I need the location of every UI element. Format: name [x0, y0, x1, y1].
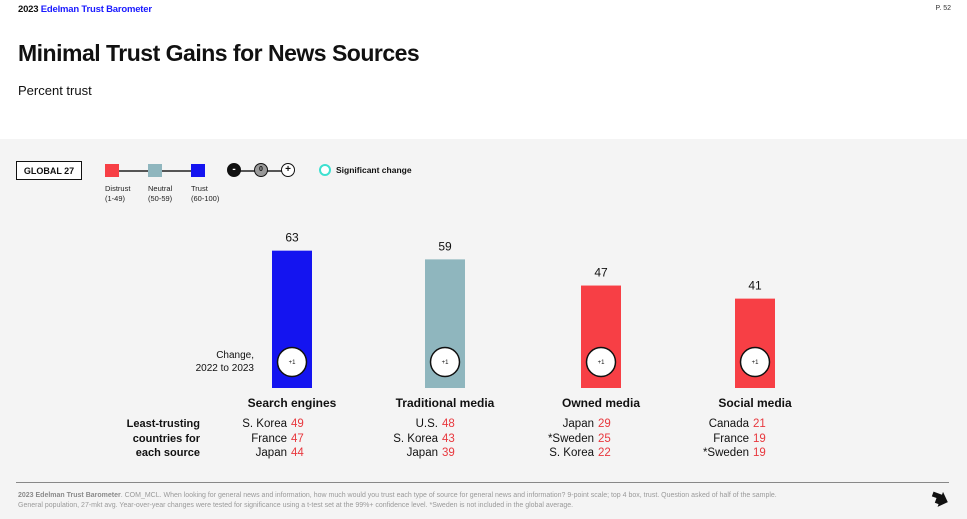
bar-value-label: 59	[438, 239, 452, 253]
change-note: Change, 2022 to 2023	[176, 349, 254, 375]
country-name: France	[251, 432, 287, 445]
country-value: 44	[291, 447, 304, 459]
bar-value-label: 63	[285, 231, 299, 245]
change-note-line1: Change,	[216, 350, 254, 361]
list-item: France 47	[221, 432, 361, 447]
brand-name: Edelman Trust Barometer	[40, 4, 152, 15]
arrow-down-right-icon[interactable]	[928, 489, 950, 511]
legend-swatch-trust	[191, 164, 205, 177]
legend-swatch-distrust	[105, 164, 119, 177]
list-item: Canada 21	[683, 417, 823, 432]
country-name: Japan	[562, 418, 594, 430]
footnote: 2023 Edelman Trust Barometer. COM_MCL. W…	[18, 491, 898, 511]
country-name: S. Korea	[393, 432, 438, 445]
legend-range: (60-100)	[191, 194, 220, 203]
list-item: France 19	[683, 432, 823, 447]
least-trusting-traditional-media: U.S. 48 S. Korea 43 Japan 39	[372, 417, 512, 461]
country-value: 48	[442, 418, 455, 430]
legend-item-distrust: Distrust (1-49)	[105, 184, 130, 204]
legend-label: Distrust	[105, 184, 131, 193]
least-trusting-line: each source	[135, 447, 200, 459]
change-circle	[429, 346, 461, 378]
footnote-line1: 2023 Edelman Trust Barometer. COM_MCL. W…	[18, 491, 898, 501]
list-item: U.S. 48	[372, 417, 512, 432]
country-value: 29	[598, 418, 611, 430]
country-name: *Sweden	[702, 447, 749, 459]
footnote-source: 2023 Edelman Trust Barometer	[18, 492, 121, 499]
footnote-line2: General population, 27-mkt avg. Year-ove…	[18, 502, 574, 509]
list-item: S. Korea 43	[372, 432, 512, 447]
global-label: GLOBAL 27	[16, 161, 82, 180]
legend-label: Neutral	[148, 184, 173, 193]
least-trusting-search-engines: S. Korea 49 France 47 Japan 44	[221, 417, 361, 461]
list-item: S. Korea 49	[221, 417, 361, 432]
country-name: France	[713, 432, 749, 445]
country-name: S. Korea	[242, 418, 287, 430]
chart-area-background	[0, 139, 967, 519]
category-label: Social media	[718, 396, 792, 410]
footer-divider	[16, 482, 949, 483]
category-label: Search engines	[248, 396, 337, 410]
least-trusting-social-media: Canada 21 France 19 *Sweden 19	[683, 417, 823, 461]
bar-value-label: 47	[594, 266, 608, 280]
footnote-text: . COM_MCL. When looking for general news…	[120, 492, 777, 499]
change-circle	[739, 346, 771, 378]
country-value: 22	[598, 447, 611, 459]
legend-swatch-neutral	[148, 164, 162, 177]
change-note-line2: 2022 to 2023	[195, 363, 254, 374]
brand-year: 2023	[18, 4, 39, 15]
change-value-label: +1	[289, 360, 297, 366]
least-trusting-line: Least-trusting	[126, 418, 200, 430]
country-value: 47	[291, 432, 304, 445]
country-name: U.S.	[415, 418, 438, 430]
brand-logo: 2023 Edelman Trust Barometer	[18, 4, 152, 15]
legend-item-trust: Trust (60-100)	[191, 184, 219, 204]
country-value: 19	[753, 432, 766, 445]
list-item: *Sweden 25	[528, 432, 668, 447]
least-trusting-label: Least-trusting countries for each source	[110, 417, 200, 461]
change-value-label: +1	[598, 360, 606, 366]
country-name: S. Korea	[549, 447, 594, 459]
country-value: 19	[753, 447, 766, 459]
plus-circle-icon: +	[281, 163, 295, 177]
significant-change-icon	[319, 164, 331, 176]
country-name: Canada	[708, 418, 749, 430]
significant-change-label: Significant change	[336, 165, 412, 175]
page-title: Minimal Trust Gains for News Sources	[18, 40, 420, 66]
country-value: 21	[753, 418, 766, 430]
list-item: S. Korea 22	[528, 446, 668, 461]
category-label: Owned media	[562, 396, 640, 410]
list-item: *Sweden 19	[683, 446, 823, 461]
country-value: 39	[442, 447, 455, 459]
country-value: 49	[291, 418, 304, 430]
legend-item-neutral: Neutral (50-59)	[148, 184, 172, 204]
minus-circle-icon: -	[227, 163, 241, 177]
change-value-label: +1	[442, 360, 450, 366]
list-item: Japan 29	[528, 417, 668, 432]
page-subtitle: Percent trust	[18, 83, 92, 98]
country-name: *Sweden	[547, 432, 594, 445]
country-value: 25	[598, 432, 611, 445]
least-trusting-owned-media: Japan 29 *Sweden 25 S. Korea 22	[528, 417, 668, 461]
category-label: Traditional media	[396, 396, 495, 410]
change-circle	[585, 346, 617, 378]
country-name: Japan	[255, 447, 287, 459]
zero-circle-icon: 0	[254, 163, 268, 177]
change-value-label: +1	[752, 360, 760, 366]
list-item: Japan 39	[372, 446, 512, 461]
header-area	[0, 0, 967, 139]
change-circle	[276, 346, 308, 378]
bar-value-label: 41	[748, 279, 762, 293]
legend-range: (50-59)	[148, 194, 173, 203]
legend-range: (1-49)	[105, 194, 126, 203]
least-trusting-line: countries for	[132, 432, 200, 445]
list-item: Japan 44	[221, 446, 361, 461]
country-value: 43	[442, 432, 455, 445]
page-number: P. 52	[935, 5, 951, 12]
legend-label: Trust	[191, 184, 208, 193]
country-name: Japan	[406, 447, 438, 459]
